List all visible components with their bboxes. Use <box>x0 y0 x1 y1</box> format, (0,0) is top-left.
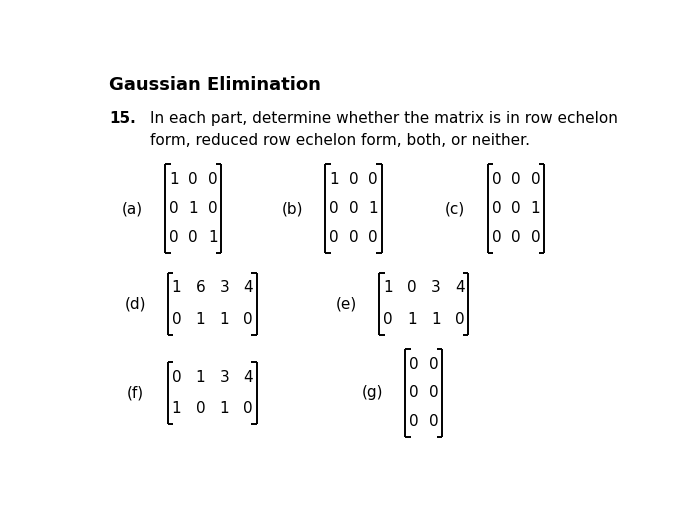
Text: (c): (c) <box>445 201 466 216</box>
Text: 0: 0 <box>511 201 521 216</box>
Text: 15.: 15. <box>109 111 136 126</box>
Text: (b): (b) <box>282 201 303 216</box>
Text: 1: 1 <box>368 201 378 216</box>
Text: 1: 1 <box>172 401 181 416</box>
Text: 0: 0 <box>169 201 178 216</box>
Text: (g): (g) <box>362 385 384 401</box>
Text: 0: 0 <box>349 230 358 245</box>
Text: 0: 0 <box>208 201 218 216</box>
Text: 0: 0 <box>169 230 178 245</box>
Text: 0: 0 <box>195 401 205 416</box>
Text: 1: 1 <box>208 230 218 245</box>
Text: 0: 0 <box>329 230 339 245</box>
Text: 1: 1 <box>383 280 393 295</box>
Text: 0: 0 <box>349 173 358 187</box>
Text: 3: 3 <box>219 370 229 385</box>
Text: 6: 6 <box>195 280 205 295</box>
Text: 4: 4 <box>455 280 465 295</box>
Text: 1: 1 <box>531 201 540 216</box>
Text: (d): (d) <box>125 296 146 311</box>
Text: (e): (e) <box>336 296 358 311</box>
Text: 0: 0 <box>491 173 501 187</box>
Text: 1: 1 <box>195 312 205 327</box>
Text: 0: 0 <box>491 201 501 216</box>
Text: 0: 0 <box>172 312 181 327</box>
Text: 0: 0 <box>188 173 198 187</box>
Text: 0: 0 <box>172 370 181 385</box>
Text: 1: 1 <box>329 173 339 187</box>
Text: 3: 3 <box>431 280 441 295</box>
Text: 0: 0 <box>407 280 416 295</box>
Text: 0: 0 <box>531 173 540 187</box>
Text: 0: 0 <box>429 357 438 372</box>
Text: 0: 0 <box>531 230 540 245</box>
Text: (a): (a) <box>122 201 143 216</box>
Text: 1: 1 <box>188 201 198 216</box>
Text: 0: 0 <box>429 414 438 429</box>
Text: 4: 4 <box>244 280 253 295</box>
Text: 4: 4 <box>244 370 253 385</box>
Text: form, reduced row echelon form, both, or neither.: form, reduced row echelon form, both, or… <box>150 133 530 148</box>
Text: 0: 0 <box>244 401 253 416</box>
Text: 0: 0 <box>410 414 419 429</box>
Text: 0: 0 <box>349 201 358 216</box>
Text: 0: 0 <box>410 357 419 372</box>
Text: 0: 0 <box>511 230 521 245</box>
Text: 0: 0 <box>429 385 438 401</box>
Text: (f): (f) <box>127 385 144 401</box>
Text: 3: 3 <box>219 280 229 295</box>
Text: 0: 0 <box>491 230 501 245</box>
Text: 0: 0 <box>410 385 419 401</box>
Text: 1: 1 <box>219 401 229 416</box>
Text: 0: 0 <box>329 201 339 216</box>
Text: 1: 1 <box>195 370 205 385</box>
Text: In each part, determine whether the matrix is in row echelon: In each part, determine whether the matr… <box>150 111 618 126</box>
Text: 0: 0 <box>383 312 393 327</box>
Text: 0: 0 <box>368 230 378 245</box>
Text: 1: 1 <box>431 312 440 327</box>
Text: 1: 1 <box>169 173 178 187</box>
Text: 1: 1 <box>407 312 416 327</box>
Text: 1: 1 <box>219 312 229 327</box>
Text: 0: 0 <box>208 173 218 187</box>
Text: 0: 0 <box>455 312 465 327</box>
Text: 0: 0 <box>368 173 378 187</box>
Text: 0: 0 <box>244 312 253 327</box>
Text: 0: 0 <box>188 230 198 245</box>
Text: 1: 1 <box>172 280 181 295</box>
Text: Gaussian Elimination: Gaussian Elimination <box>109 76 321 94</box>
Text: 0: 0 <box>511 173 521 187</box>
